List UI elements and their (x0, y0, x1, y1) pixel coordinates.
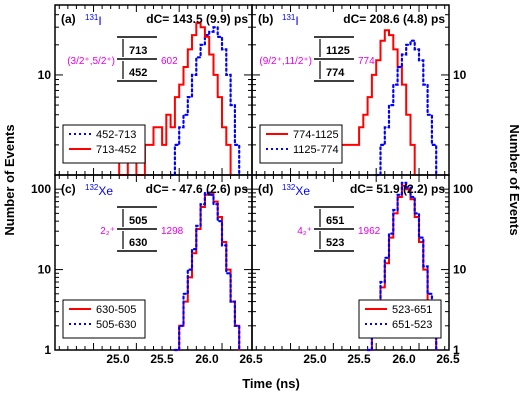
transition-energy-lower: 452 (129, 67, 147, 79)
transition-energy-lower: 523 (326, 237, 344, 249)
y-tick-label: 10 (38, 263, 52, 277)
legend-entry: 523-651 (392, 304, 432, 316)
legend-box (62, 299, 146, 339)
x-tick-labels: 25.0 25.5 26.0 26.5 25.0 25.5 26.0 26.5 (106, 352, 460, 366)
transition-energy-upper: 713 (129, 45, 147, 57)
series-651-523 (366, 181, 438, 352)
isotope-label: 132Xe (85, 183, 113, 198)
legend: 630-505 505-630 (62, 299, 146, 339)
dc-value: dC= - 47.6 (2.6) ps (146, 182, 249, 196)
transition-energy-upper: 651 (326, 215, 344, 227)
level-spin-label: 4₂⁺ (297, 226, 312, 237)
level-spin-label: (9/2⁺,11/2⁺) (259, 56, 312, 67)
series-1125-774 (375, 39, 438, 177)
panel-c: 100 10 1 (c) 132Xe dC= - 47.6 (2.6) ps 505 630 2… (31, 174, 253, 357)
y-tick-label: 10 (453, 263, 467, 277)
series-630-505 (173, 191, 241, 351)
panels: 10 (a) 131I dC= 143.5 (9.9) ps 713 452 (3/2⁺,5… (31, 4, 473, 357)
dc-value: dC= 51.9 (2.2) ps (350, 182, 445, 196)
level-energy-label: 1962 (358, 226, 381, 237)
legend-entry: 774-1125 (293, 129, 339, 141)
level-energy-label: 774 (358, 56, 375, 67)
x-tick-label: 26.0 (392, 352, 416, 366)
level-spin-label: 2₂⁺ (100, 226, 115, 237)
series-774-1125 (340, 29, 416, 176)
y-axis-title-left: Number of Events (2, 124, 17, 235)
y-tick-label: 10 (38, 68, 52, 82)
y-tick-label: 100 (31, 182, 51, 196)
x-tick-label: 25.0 (106, 352, 130, 366)
legend-entry: 630-505 (96, 304, 136, 316)
isotope-label: 131I (85, 13, 102, 28)
x-tick-label: 25.0 (303, 352, 327, 366)
level-energy-label: 602 (161, 56, 178, 67)
legend-entry: 452-713 (96, 129, 136, 141)
panel-label: (c) (61, 182, 76, 196)
legend-entry: 651-523 (392, 319, 432, 331)
y-tick-label: 1 (44, 343, 51, 357)
panel-b: 10 (b) 131I dC= 208.6 (4.8) ps 1125 774 (9/2⁺,… (251, 4, 467, 177)
series-452-713 (169, 26, 241, 177)
legend: 774-1125 1125-774 (259, 124, 343, 164)
y-axis-title-right: Number of Events (507, 124, 522, 235)
panel-label: (d) (258, 182, 273, 196)
panel-a: 10 (a) 131I dC= 143.5 (9.9) ps 713 452 (3/2⁺,5… (38, 4, 253, 177)
x-tick-label: 26.5 (239, 352, 263, 366)
legend-entry: 1125-774 (293, 144, 339, 156)
x-tick-label: 26.0 (195, 352, 219, 366)
legend: 452-713 713-452 (62, 124, 146, 164)
transition-energy-lower: 774 (326, 67, 345, 79)
legend-entry: 713-452 (96, 144, 136, 156)
dc-value: dC= 208.6 (4.8) ps (343, 12, 445, 26)
y-tick-label: 1 (453, 343, 460, 357)
legend-box (62, 124, 146, 164)
y-tick-label: 10 (453, 68, 467, 82)
x-axis-title: Time (ns) (242, 376, 300, 391)
legend: 523-651 651-523 (358, 299, 442, 339)
dc-value: dC= 143.5 (9.9) ps (146, 12, 248, 26)
panel-d: 100 10 1 (d) 132Xe dC= 51.9 (2.2) ps 651 523 4₂⁺… (251, 174, 473, 357)
level-energy-label: 1298 (161, 226, 184, 237)
transition-energy-upper: 1125 (326, 45, 350, 57)
legend-entry: 505-630 (96, 319, 136, 331)
level-spin-label: (3/2⁺,5/2⁺) (67, 56, 115, 67)
x-tick-label: 25.5 (150, 352, 174, 366)
x-tick-label: 25.5 (347, 352, 371, 366)
panel-label: (b) (258, 12, 273, 26)
isotope-label: 131I (282, 13, 299, 28)
series-505-630 (173, 191, 241, 352)
transition-energy-upper: 505 (129, 215, 147, 227)
panel-label: (a) (61, 12, 76, 26)
y-tick-label: 100 (453, 182, 473, 196)
x-tick-label: 26.5 (436, 352, 460, 366)
legend-box (358, 299, 442, 339)
isotope-label: 132Xe (282, 183, 310, 198)
series-713-452 (109, 22, 232, 176)
legend-box (259, 124, 343, 164)
transition-energy-lower: 630 (129, 237, 147, 249)
